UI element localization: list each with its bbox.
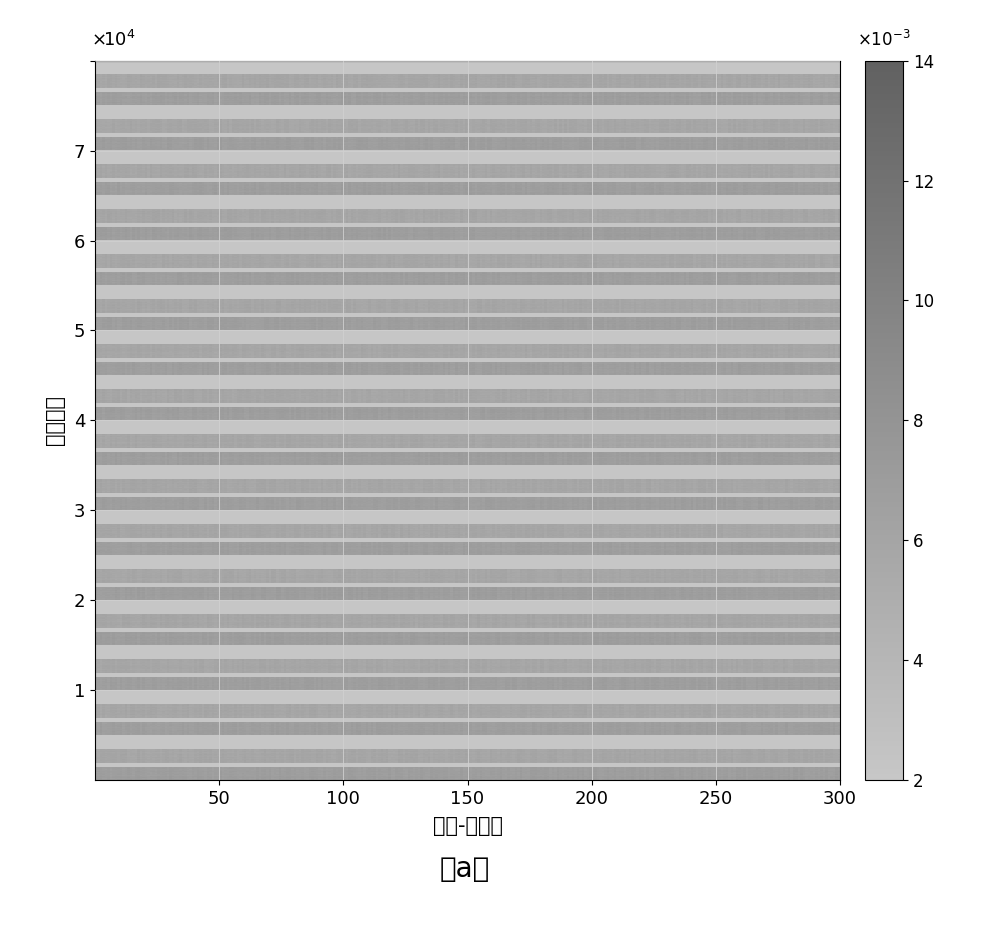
Y-axis label: 回波信号: 回波信号 <box>45 395 65 446</box>
X-axis label: 距离-俦仰角: 距离-俦仰角 <box>432 816 503 836</box>
Text: （a）: （a） <box>440 855 490 883</box>
Text: $\times10^{-3}$: $\times10^{-3}$ <box>857 30 911 50</box>
Text: $\times\!10^4$: $\times\!10^4$ <box>91 30 136 50</box>
